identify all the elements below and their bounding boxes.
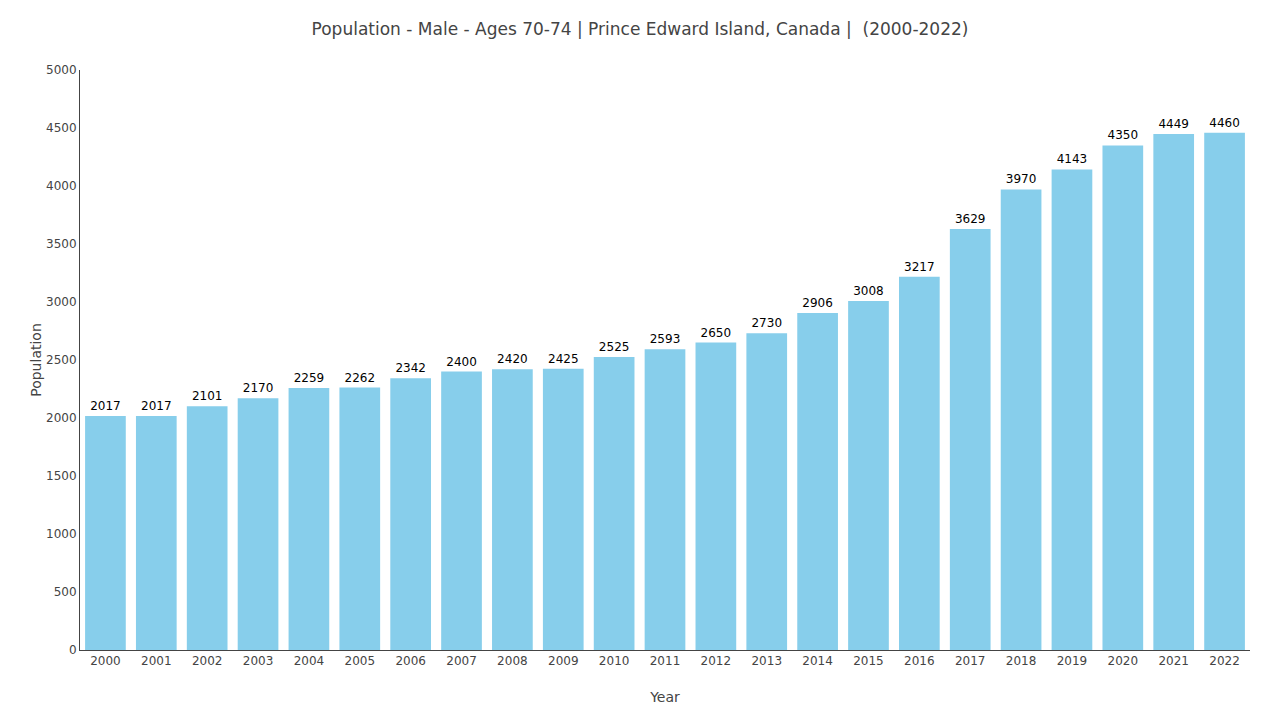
svg-text:3629: 3629 <box>955 212 986 226</box>
svg-text:2170: 2170 <box>243 381 274 395</box>
svg-text:2015: 2015 <box>853 654 884 668</box>
svg-text:2017: 2017 <box>90 399 121 413</box>
svg-text:2906: 2906 <box>802 296 833 310</box>
svg-text:2011: 2011 <box>650 654 681 668</box>
svg-text:0: 0 <box>69 643 77 657</box>
svg-text:2002: 2002 <box>192 654 223 668</box>
svg-text:3008: 3008 <box>853 284 884 298</box>
svg-text:2001: 2001 <box>141 654 172 668</box>
svg-text:Population: Population <box>28 323 44 397</box>
svg-text:3970: 3970 <box>1006 172 1037 186</box>
svg-text:2259: 2259 <box>294 371 325 385</box>
svg-text:2730: 2730 <box>751 316 782 330</box>
svg-text:2425: 2425 <box>548 352 579 366</box>
svg-text:2017: 2017 <box>141 399 172 413</box>
svg-text:3217: 3217 <box>904 260 935 274</box>
svg-text:4500: 4500 <box>46 121 77 135</box>
svg-text:2650: 2650 <box>701 326 732 340</box>
svg-text:2019: 2019 <box>1057 654 1088 668</box>
svg-text:4350: 4350 <box>1108 128 1139 142</box>
svg-text:5000: 5000 <box>46 63 77 77</box>
svg-text:4449: 4449 <box>1158 117 1189 131</box>
svg-text:2013: 2013 <box>751 654 782 668</box>
svg-text:2342: 2342 <box>395 361 426 375</box>
svg-text:2016: 2016 <box>904 654 935 668</box>
svg-text:2012: 2012 <box>701 654 732 668</box>
svg-text:2000: 2000 <box>46 411 77 425</box>
svg-text:2005: 2005 <box>345 654 376 668</box>
svg-text:2262: 2262 <box>345 371 376 385</box>
svg-text:2593: 2593 <box>650 332 681 346</box>
svg-text:3500: 3500 <box>46 237 77 251</box>
svg-text:2018: 2018 <box>1006 654 1037 668</box>
svg-text:2000: 2000 <box>90 654 121 668</box>
svg-text:2007: 2007 <box>446 654 477 668</box>
svg-text:2004: 2004 <box>294 654 325 668</box>
svg-text:2500: 2500 <box>46 353 77 367</box>
svg-text:2021: 2021 <box>1158 654 1189 668</box>
svg-text:2101: 2101 <box>192 389 223 403</box>
svg-text:Year: Year <box>649 689 680 705</box>
svg-text:1500: 1500 <box>46 469 77 483</box>
svg-text:2014: 2014 <box>802 654 833 668</box>
svg-text:2017: 2017 <box>955 654 986 668</box>
svg-text:2022: 2022 <box>1209 654 1240 668</box>
svg-text:4000: 4000 <box>46 179 77 193</box>
svg-text:1000: 1000 <box>46 527 77 541</box>
svg-text:2006: 2006 <box>395 654 426 668</box>
svg-text:500: 500 <box>54 585 77 599</box>
svg-text:4143: 4143 <box>1057 152 1088 166</box>
svg-text:2009: 2009 <box>548 654 579 668</box>
svg-text:3000: 3000 <box>46 295 77 309</box>
svg-text:Population - Male - Ages 70-74: Population - Male - Ages 70-74 | Prince … <box>312 19 969 39</box>
svg-text:2020: 2020 <box>1108 654 1139 668</box>
svg-text:2400: 2400 <box>446 355 477 369</box>
svg-text:2525: 2525 <box>599 340 630 354</box>
svg-text:4460: 4460 <box>1209 116 1240 130</box>
svg-text:2420: 2420 <box>497 352 528 366</box>
svg-text:2010: 2010 <box>599 654 630 668</box>
svg-text:2008: 2008 <box>497 654 528 668</box>
svg-text:2003: 2003 <box>243 654 274 668</box>
